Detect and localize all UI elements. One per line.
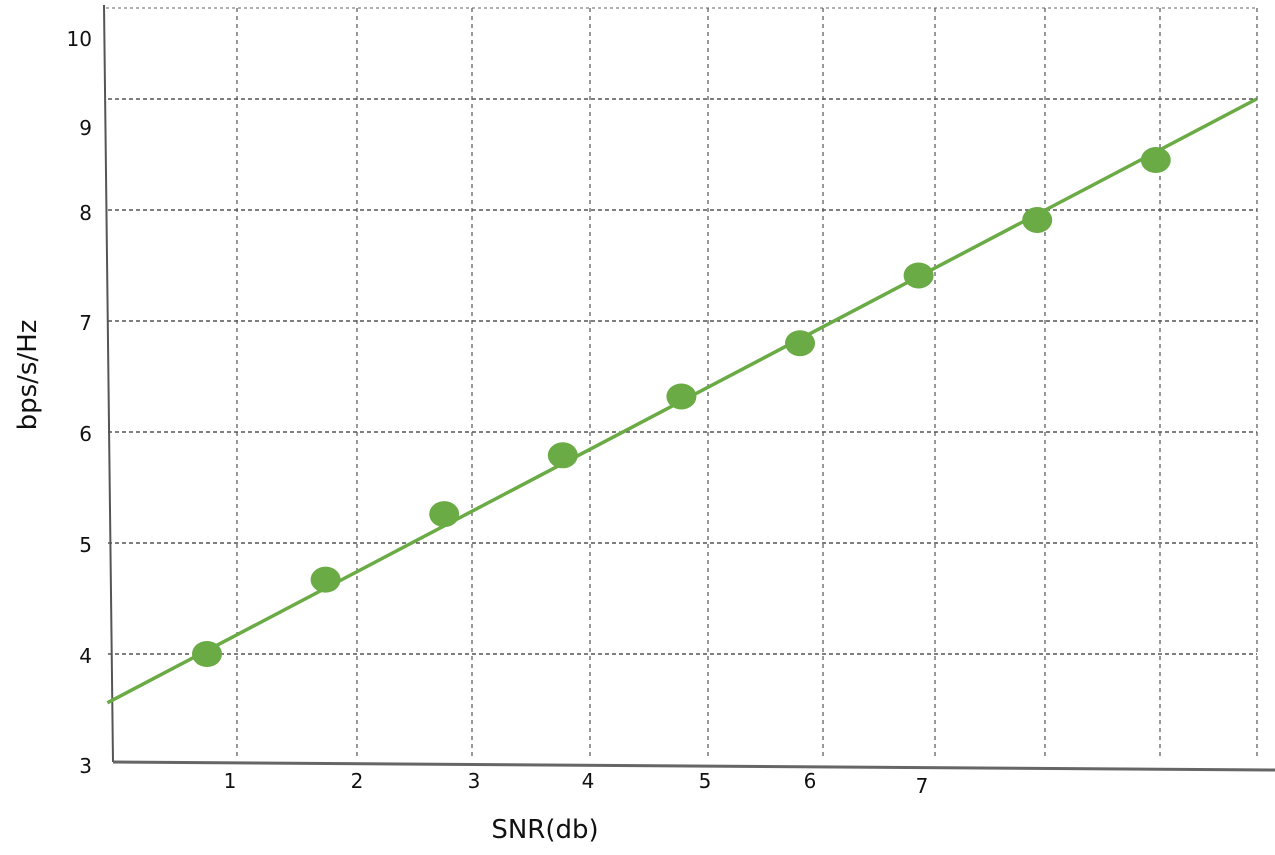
y-tick-labels: 3 4 5 6 7 8 9 10 xyxy=(67,27,92,778)
y-tick-label: 5 xyxy=(79,533,92,557)
grid xyxy=(106,7,1258,757)
y-axis-label: bps/s/Hz xyxy=(13,320,43,431)
x-tick-label: 6 xyxy=(804,769,817,793)
data-point xyxy=(785,330,815,357)
x-tick-label: 5 xyxy=(699,769,712,793)
data-point xyxy=(1022,206,1053,233)
x-tick-label: 4 xyxy=(582,769,595,793)
data-point xyxy=(903,262,934,289)
x-tick-label: 7 xyxy=(916,774,929,798)
data-point xyxy=(547,442,578,469)
series xyxy=(106,97,1258,705)
y-tick-label: 8 xyxy=(79,201,92,225)
x-tick-label: 3 xyxy=(468,769,481,793)
x-axis-label: SNR(db) xyxy=(491,815,598,845)
y-tick-label: 4 xyxy=(79,644,92,668)
x-axis-line xyxy=(112,760,1275,772)
data-point xyxy=(192,641,222,667)
x-tick-label: 1 xyxy=(224,769,237,793)
y-axis-line xyxy=(103,4,114,763)
y-tick-label: 10 xyxy=(67,27,92,51)
data-point xyxy=(666,383,697,410)
data-point xyxy=(310,566,341,593)
y-tick-label: 9 xyxy=(79,116,92,140)
y-tick-label: 6 xyxy=(79,422,92,446)
y-tick-label: 3 xyxy=(79,754,92,778)
x-tick-labels: 1 2 3 4 5 6 7 xyxy=(224,769,929,798)
y-tick-label: 7 xyxy=(79,311,92,335)
data-point xyxy=(429,501,460,528)
data-point xyxy=(1140,147,1171,174)
x-tick-label: 2 xyxy=(351,769,364,793)
